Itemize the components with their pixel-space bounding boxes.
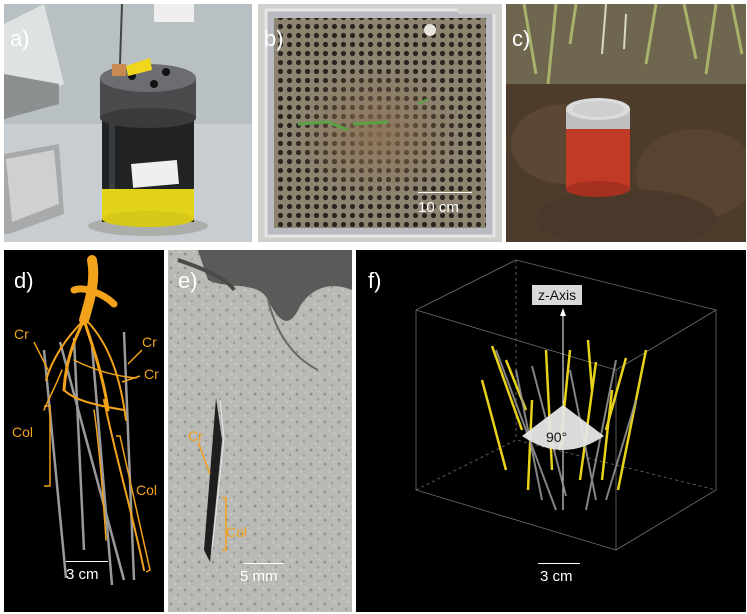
panel-c-label: c) — [512, 26, 531, 51]
panel-d-cr-label-3: Cr — [144, 366, 159, 382]
panel-e-scale-bar — [244, 563, 284, 564]
panel-f-render — [415, 259, 718, 551]
panel-b-label: b) — [264, 26, 284, 51]
panel-c-photo — [506, 4, 746, 242]
panel-e-scale-text: 5 mm — [240, 568, 278, 585]
panel-e: e) Cr Col 5 mm — [168, 250, 352, 612]
panel-b: b) 10 cm — [258, 4, 502, 242]
panel-b-scale-text: 10 cm — [418, 199, 459, 216]
panel-d-label: d) — [14, 268, 34, 293]
panel-f-scale-bar — [538, 563, 580, 564]
panel-b-photo — [258, 4, 502, 242]
panel-a-photo — [4, 4, 252, 242]
panel-a-label: a) — [10, 26, 30, 51]
panel-d-scale-text: 3 cm — [66, 566, 99, 583]
panel-d-cr-label-2: Cr — [142, 334, 157, 350]
panel-d-col-label-1: Col — [12, 424, 34, 440]
panel-a: a) — [4, 4, 252, 242]
panel-f-angle-label: 90° — [546, 429, 568, 445]
panel-d-cr-label-1: Cr — [14, 326, 29, 342]
panel-f: f) z-Axis 90° 3 cm — [356, 250, 746, 612]
panel-d-scale-bar — [66, 561, 108, 562]
panel-f-scale-text: 3 cm — [540, 568, 573, 585]
panel-e-col-label: Col — [226, 524, 248, 540]
panel-e-image — [168, 250, 352, 612]
panel-f-label: f) — [368, 268, 382, 293]
panel-b-scale-bar — [418, 192, 472, 193]
panel-e-label: e) — [178, 268, 198, 293]
panel-f-axis-label: z-Axis — [532, 285, 583, 305]
panel-c: c) — [506, 4, 746, 242]
panel-d: d) Cr Cr Cr Col Col 3 cm — [4, 250, 164, 612]
panel-e-cr-label: Cr — [188, 428, 203, 444]
panel-d-image — [33, 255, 151, 586]
panel-d-col-label-2: Col — [136, 482, 158, 498]
